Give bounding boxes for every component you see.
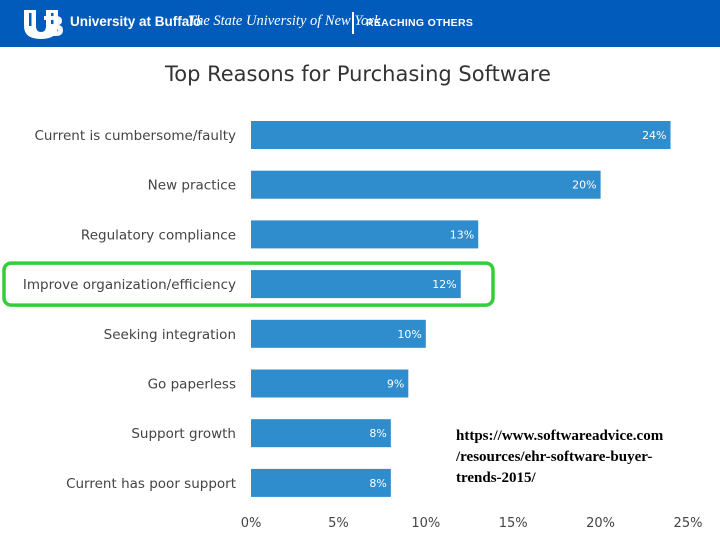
bar-value-label: 24% [642, 129, 666, 142]
category-label: Go paperless [148, 377, 236, 393]
bar-chart: Top Reasons for Purchasing Software 24% 2… [2, 62, 703, 531]
bar [251, 319, 426, 348]
category-label: Seeking integration [104, 327, 236, 343]
bar [251, 369, 409, 398]
x-tick-label: 20% [586, 516, 615, 531]
bar-value-label: 9% [387, 378, 404, 391]
highlight-box [2, 261, 495, 307]
source-note: https://www.softwareadvice.com /resource… [456, 426, 718, 489]
category-label: Support growth [131, 426, 236, 442]
source-line-1: https://www.softwareadvice.com [456, 428, 664, 444]
x-tick-label: 25% [674, 516, 703, 531]
bar [251, 220, 479, 249]
ub-logo-icon [24, 10, 63, 39]
x-tick-label: 5% [328, 516, 349, 531]
header-tagline: REACHING OTHERS [366, 17, 474, 29]
bar-value-label: 8% [369, 477, 386, 490]
bar [251, 121, 671, 149]
x-tick-label: 15% [499, 516, 528, 531]
bar-value-label: 13% [450, 228, 474, 241]
x-tick-label: 10% [411, 516, 440, 531]
bar [251, 170, 601, 199]
category-label: Current is cumbersome/faulty [34, 128, 236, 144]
university-name: University at Buffalo [70, 14, 202, 29]
bar-value-label: 10% [397, 328, 421, 341]
source-line-2: /resources/ehr-software-buyer- [456, 449, 653, 465]
header-divider [352, 12, 354, 34]
header-bar: University at Buffalo The State Universi… [0, 0, 720, 47]
bar [251, 419, 391, 448]
chart-title: Top Reasons for Purchasing Software [164, 62, 551, 86]
bar-value-label: 20% [572, 179, 596, 192]
category-label: Regulatory compliance [81, 227, 236, 243]
category-label: Current has poor support [66, 476, 236, 492]
bar-value-label: 12% [432, 278, 456, 291]
bar [251, 270, 461, 299]
bar-value-label: 8% [369, 427, 386, 440]
bar [251, 468, 391, 497]
source-line-3: trends-2015/ [456, 470, 536, 486]
university-subtitle: The State University of New York [188, 13, 381, 29]
category-label: Improve organization/efficiency [23, 277, 236, 293]
category-label: New practice [148, 178, 236, 194]
x-tick-label: 0% [241, 516, 262, 531]
